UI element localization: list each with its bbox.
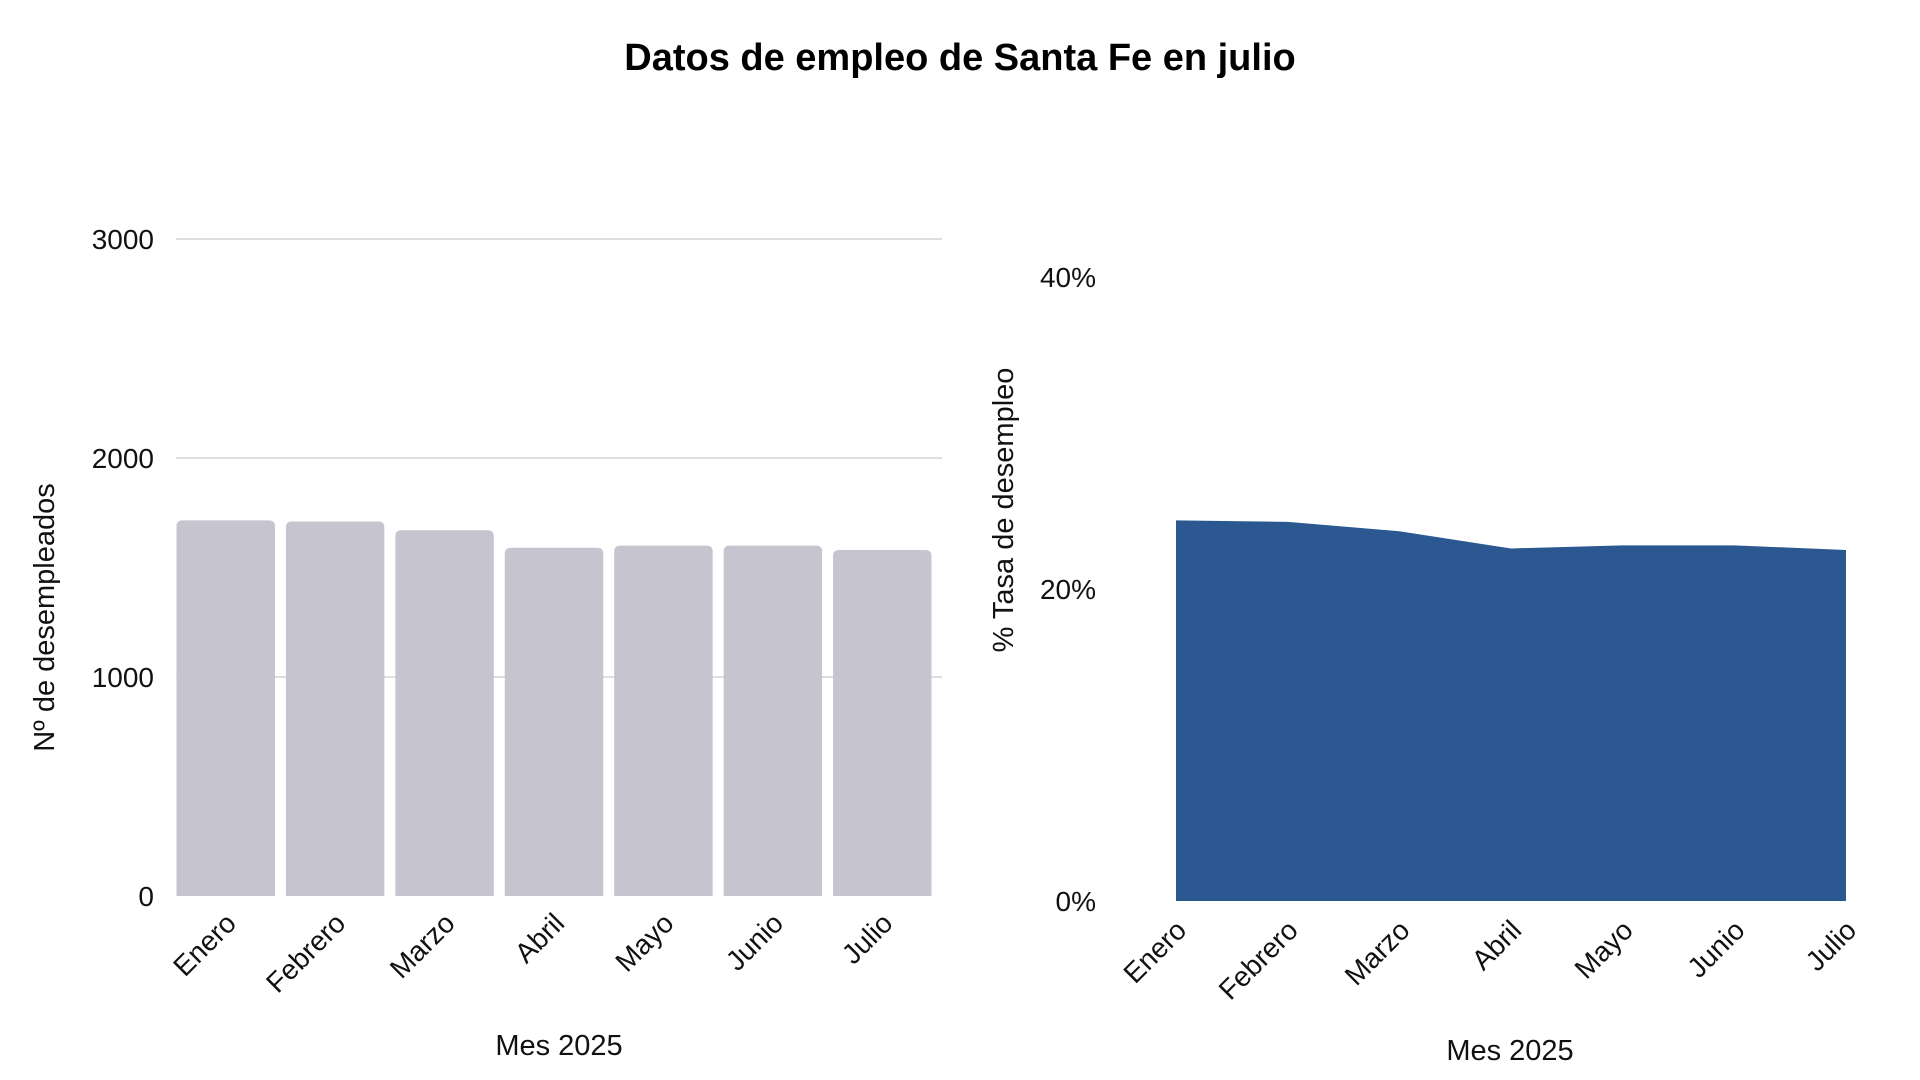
y-tick-label: 3000 (92, 224, 154, 255)
y-tick-label: 20% (1040, 574, 1096, 605)
x-tick-label: Mayo (1569, 914, 1639, 984)
x-tick-label: Febrero (260, 907, 351, 998)
bar-mayo (614, 545, 713, 896)
x-tick-label: Abril (1466, 914, 1528, 976)
x-tick-label: Julio (1800, 914, 1863, 977)
y-tick-label: 0 (138, 881, 154, 912)
area-series (1176, 520, 1846, 901)
y-tick-label: 0% (1056, 886, 1096, 917)
y-tick-label: 2000 (92, 443, 154, 474)
bar-marzo (395, 530, 494, 896)
chart-title: Datos de empleo de Santa Fe en julio (624, 37, 1295, 79)
x-tick-label: Marzo (384, 907, 461, 984)
x-tick-label: Enero (1117, 914, 1192, 989)
y-axis-title: Nº de desempleados (29, 483, 61, 752)
x-tick-label: Julio (836, 907, 899, 970)
x-axis-title: Mes 2025 (1446, 1035, 1573, 1067)
x-tick-label: Marzo (1339, 914, 1416, 991)
x-axis-title: Mes 2025 (495, 1030, 622, 1062)
bar-julio (833, 549, 932, 896)
bar-junio (723, 545, 823, 896)
x-tick-label: Febrero (1213, 914, 1304, 1005)
bar-enero (176, 520, 275, 896)
x-tick-label: Junio (1681, 914, 1750, 983)
y-axis-title: % Tasa de desempleo (988, 368, 1020, 653)
x-tick-label: Abril (509, 907, 571, 969)
area-chart-unemployment-rate: 0% 20% 40% Enero Febrero Marzo Abril Mayo Junio J… (988, 262, 1862, 1067)
y-tick-label: 1000 (92, 662, 154, 693)
y-tick-label: 40% (1040, 262, 1096, 293)
bar-febrero (285, 521, 385, 896)
bar-chart-unemployed: 0 1000 2000 3000 Enero Febrero Marzo Abril Mayo J… (29, 224, 942, 1062)
x-tick-label: Enero (167, 907, 242, 982)
bar-abril (504, 547, 604, 896)
x-tick-label: Junio (720, 907, 789, 976)
x-tick-label: Mayo (609, 907, 679, 977)
